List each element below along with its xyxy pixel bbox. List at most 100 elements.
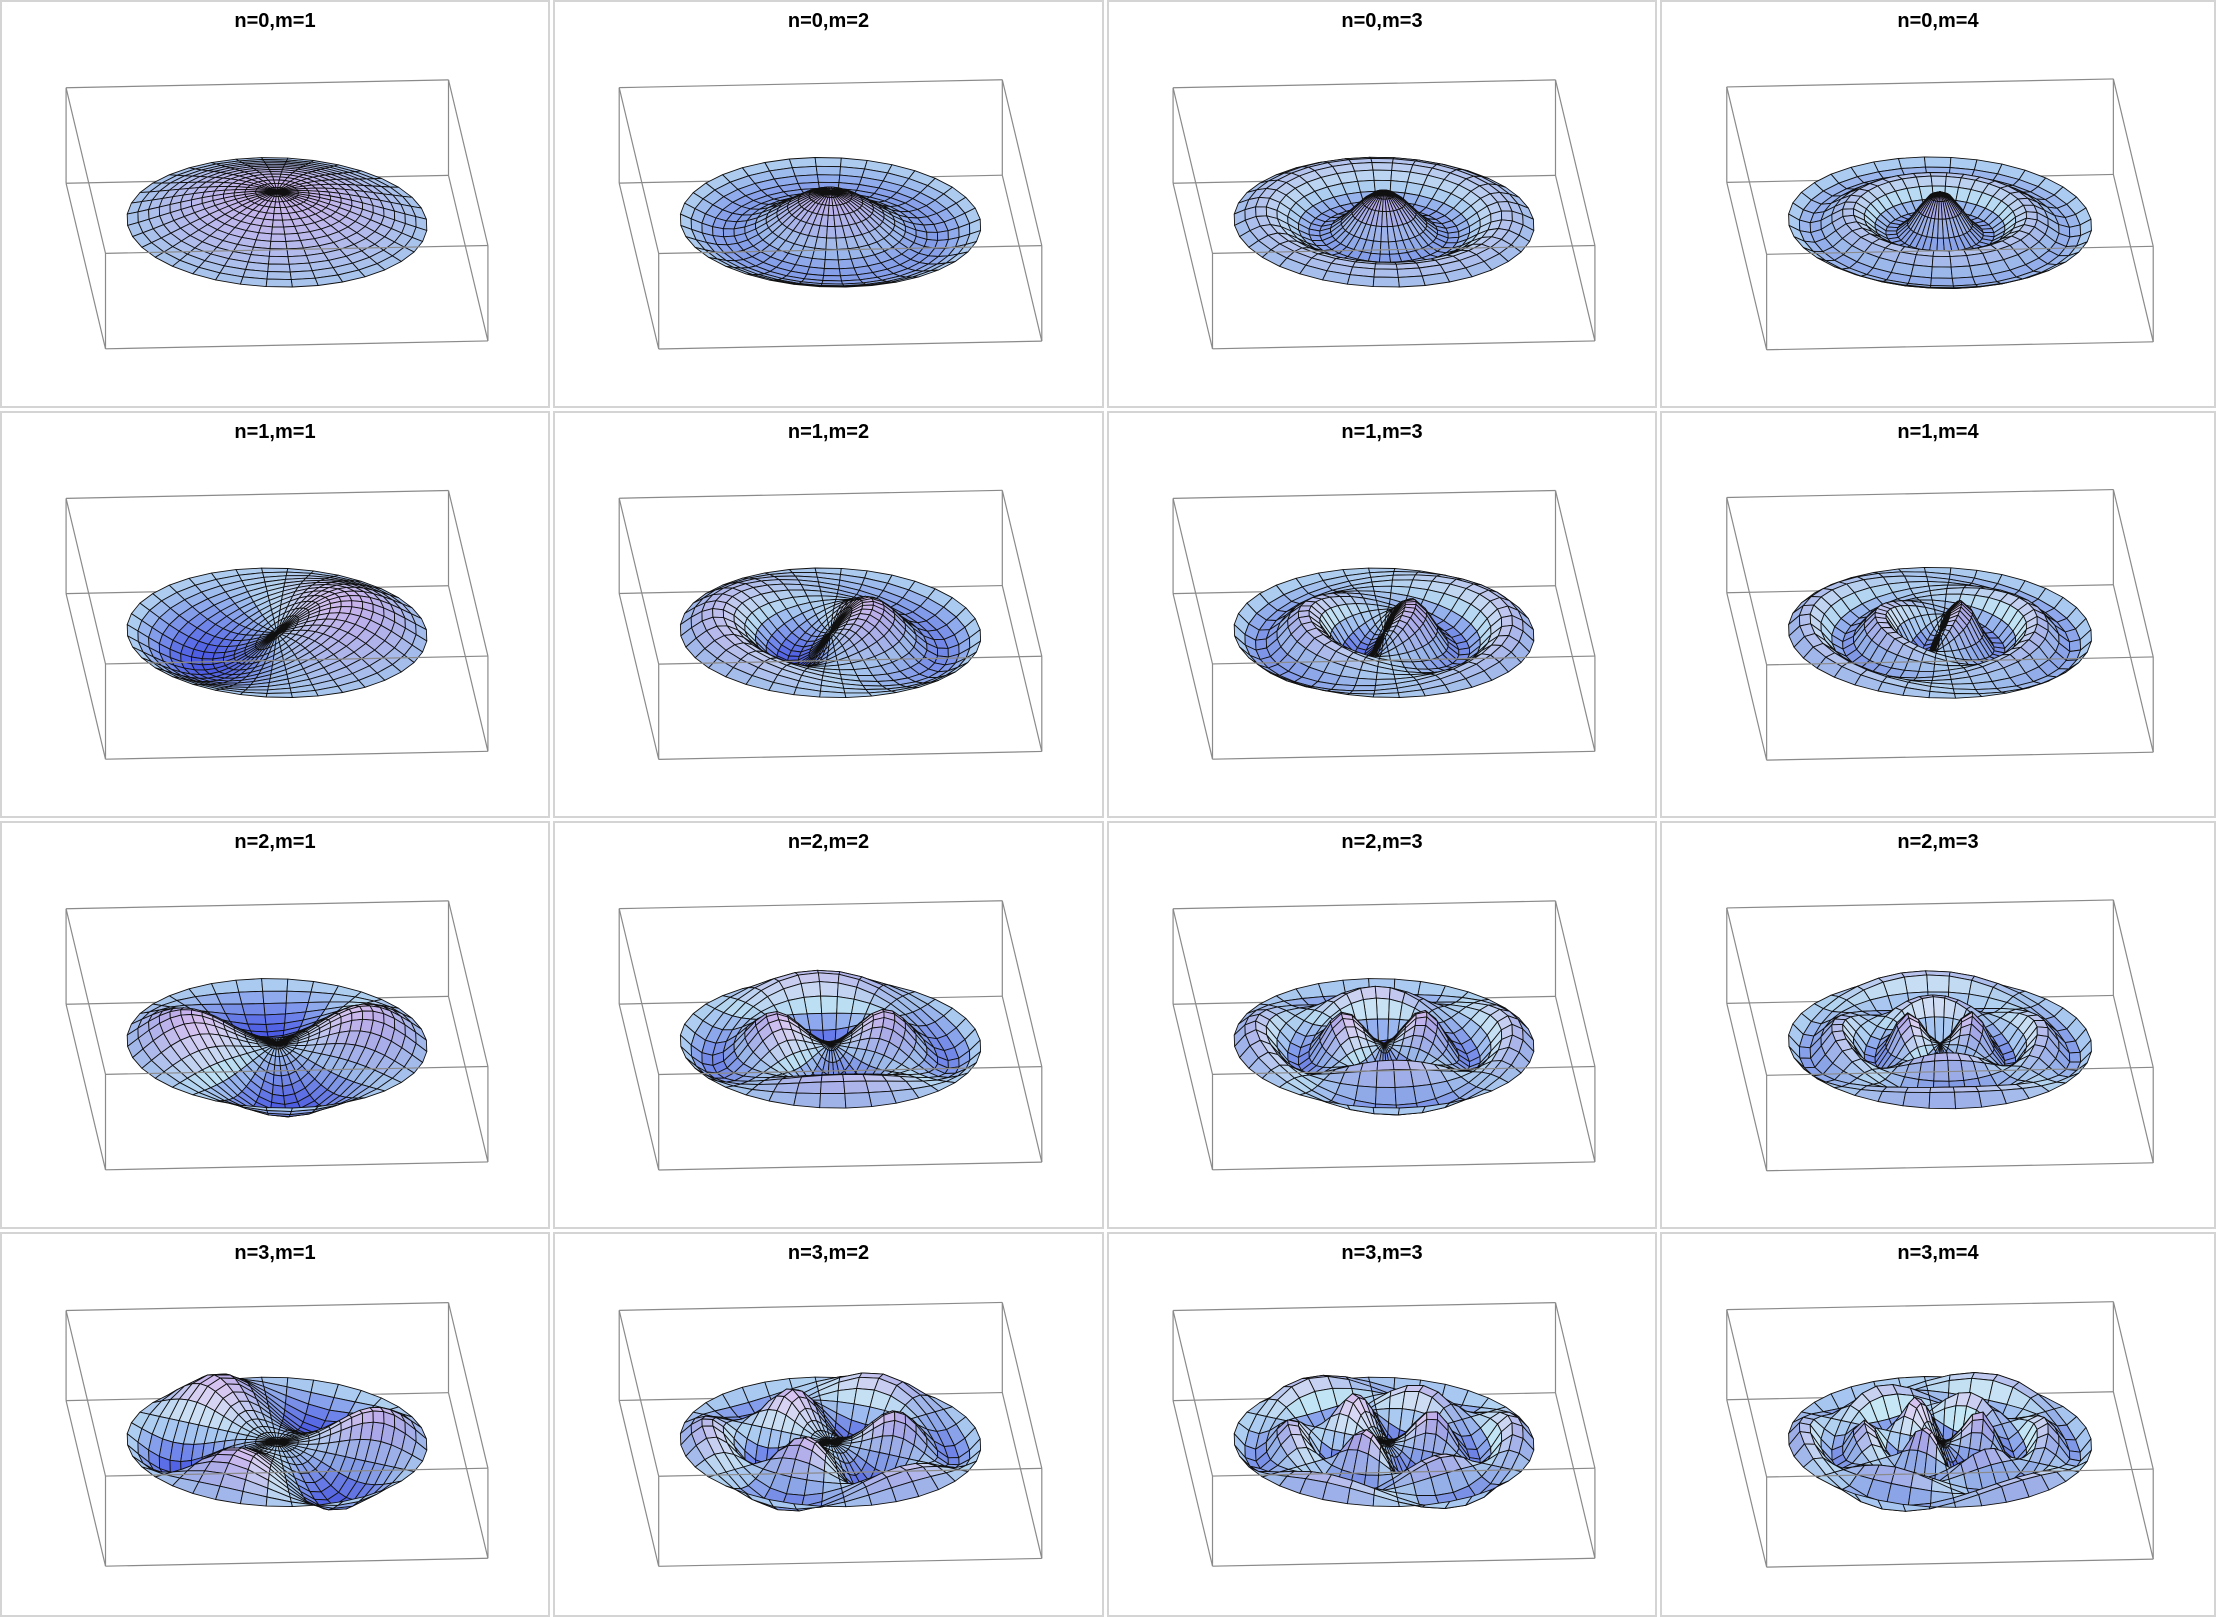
membrane-plot: [618, 489, 1043, 760]
surface-patch: [290, 277, 319, 288]
surface-patch: [268, 255, 290, 265]
surface-patch: [271, 219, 285, 228]
bounding-box-back: [65, 489, 489, 760]
membrane-plot: [65, 489, 489, 760]
bounding-box-front: [104, 79, 489, 350]
surface-patch: [712, 226, 725, 238]
membrane-surface: [126, 978, 428, 1118]
surface-patch: [284, 232, 301, 242]
surface-patch: [1500, 210, 1513, 222]
surface-patch: [712, 608, 725, 619]
surface-patch: [820, 995, 838, 1014]
bounding-box-front: [104, 900, 489, 1171]
bounding-box-back: [1726, 488, 2154, 761]
bounding-box-front: [658, 79, 1043, 350]
surface-patch: [825, 237, 838, 250]
surface-patch: [821, 1012, 838, 1031]
surface-patch: [828, 197, 834, 207]
bounding-box-front: [1211, 79, 1596, 350]
surface-patch: [1931, 255, 1952, 268]
surface-patch: [263, 1002, 287, 1016]
surface-patch: [1373, 268, 1399, 278]
membrane-surface: [679, 157, 982, 288]
surface-patch: [1367, 252, 1381, 263]
surface-patch: [1397, 689, 1426, 698]
surface-patch: [814, 157, 842, 168]
surface-patch: [1932, 250, 1951, 258]
surface-patch: [1954, 693, 1983, 699]
surface-patch: [285, 240, 304, 250]
surface-patch: [269, 240, 288, 250]
surface-patch: [241, 1003, 266, 1016]
bounding-box-front: [1211, 490, 1596, 760]
surface-patch: [238, 990, 265, 1005]
surface-patch: [936, 230, 949, 241]
surface-patch: [290, 1106, 319, 1112]
surface-patch: [1949, 255, 1971, 268]
surface-patch: [1952, 688, 1980, 695]
plot-panel: n=0,m=1: [0, 0, 550, 408]
surface-patch: [828, 1050, 834, 1064]
surface-patch: [267, 263, 291, 273]
plot-panel: n=1,m=1: [0, 411, 550, 818]
bounding-box-back: [1172, 79, 1596, 349]
membrane-surface: [1788, 156, 2092, 289]
surface-patch: [1346, 274, 1375, 288]
surface-patch: [1371, 162, 1393, 171]
surface-patch: [235, 978, 264, 993]
surface-patch: [1346, 692, 1375, 698]
membrane-plot: [618, 79, 1043, 350]
surface-patch: [239, 276, 268, 288]
plot-panel: n=1,m=3: [1107, 411, 1657, 818]
surface-patch: [265, 692, 293, 698]
surface-patch: [837, 258, 855, 270]
surface-patch: [272, 213, 283, 221]
surface-patch: [262, 990, 288, 1005]
bounding-box-front: [104, 490, 489, 760]
panel-title: n=2,m=1: [234, 831, 316, 853]
surface-patch: [265, 278, 293, 288]
surface-patch: [819, 285, 847, 288]
surface-patch: [286, 978, 315, 993]
surface-patch: [265, 1107, 293, 1112]
surface-patch: [1954, 285, 1983, 289]
membrane-plot: [1172, 79, 1596, 350]
plot-panel: n=1,m=2: [553, 411, 1104, 818]
surface-patch: [722, 228, 735, 238]
surface-patch: [1381, 211, 1388, 228]
surface-patch: [815, 165, 841, 176]
surface-patch: [836, 248, 852, 261]
membrane-plot: [65, 79, 489, 350]
surface-patch: [836, 996, 855, 1014]
surface-patch: [274, 1055, 281, 1067]
panel-title: n=0,m=1: [234, 10, 316, 32]
membrane-surface: [126, 567, 428, 698]
surface-patch: [819, 981, 839, 998]
surface-patch: [274, 201, 281, 209]
surface-patch: [1397, 275, 1426, 288]
membrane-surface: [679, 969, 982, 1109]
plot-panel: n=0,m=3: [1107, 0, 1657, 408]
panel-title: n=1,m=2: [787, 421, 870, 443]
surface-patch: [1374, 263, 1398, 270]
surface-patch: [1372, 692, 1400, 698]
surface-patch: [827, 205, 835, 216]
surface-patch: [814, 236, 828, 250]
surface-patch: [824, 248, 839, 261]
surface-patch: [275, 196, 280, 203]
plot-panel: n=2,m=1: [0, 821, 550, 1229]
panel-title: n=1,m=4: [1897, 421, 1979, 443]
surface-patch: [844, 692, 873, 699]
surface-patch: [844, 284, 873, 288]
surface-patch: [275, 1048, 280, 1058]
surface-patch: [272, 1074, 283, 1087]
surface-patch: [266, 271, 292, 281]
bounding-box-front: [1766, 489, 2154, 761]
surface-patch: [1354, 677, 1377, 687]
surface-patch: [270, 233, 287, 242]
surface-patch: [1928, 286, 1957, 289]
surface-patch: [271, 226, 286, 235]
surface-patch: [1500, 615, 1513, 628]
membrane-surface: [1233, 567, 1535, 698]
surface-patch: [823, 268, 841, 277]
